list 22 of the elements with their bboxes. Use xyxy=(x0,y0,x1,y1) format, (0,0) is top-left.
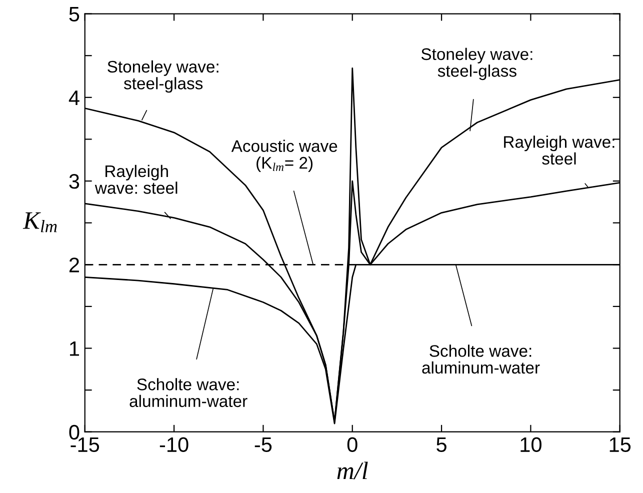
x-tick-label: 10 xyxy=(520,437,542,452)
x-tick-label: 5 xyxy=(436,437,446,452)
annotation: Rayleigh wave: steel xyxy=(504,136,614,165)
y-tick-label: 5 xyxy=(69,7,80,22)
y-axis-title: K$_{lm}$ xyxy=(22,212,57,232)
y-tick-label: 1 xyxy=(70,341,79,356)
x-tick-label: -15 xyxy=(70,437,100,452)
annotation: Scholte wave: aluminum-water xyxy=(422,344,540,374)
annotation: Stoneley wave: steel-glass xyxy=(421,48,532,80)
x-axis-title: m/l xyxy=(337,462,368,480)
y-tick-label: 0 xyxy=(69,424,80,440)
x-tick-label: -5 xyxy=(254,437,272,452)
y-tick-label: 3 xyxy=(69,174,80,189)
x-tick-label: -10 xyxy=(160,437,188,452)
x-tick-label: 15 xyxy=(610,437,631,452)
annotation: Rayleigh wave: steel xyxy=(94,164,178,194)
x-tick-label: 0 xyxy=(347,437,358,452)
annotation: Scholte wave: aluminum-water xyxy=(130,378,248,408)
annotation: Stoneley wave: steel-glass xyxy=(108,60,218,93)
y-tick-label: 4 xyxy=(68,90,80,105)
y-tick-label: 2 xyxy=(69,258,79,272)
annotation: Acoustic wave (K$_{lm}$= 2) xyxy=(231,140,338,172)
